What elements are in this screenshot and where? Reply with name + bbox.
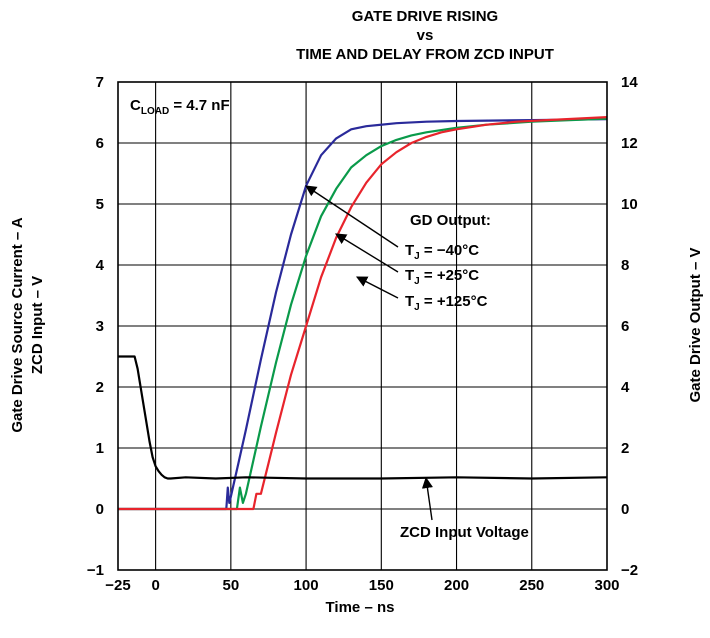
series-layer xyxy=(118,116,608,511)
chart-title-line-3: TIME AND DELAY FROM ZCD INPUT xyxy=(296,46,554,63)
x-tick-label: 0 xyxy=(151,577,159,594)
y-left-tick-label: 2 xyxy=(96,379,104,396)
y-right-tick-label: 10 xyxy=(621,196,638,213)
x-axis-label: Time – ns xyxy=(326,599,395,616)
series-label-minus40-main: T xyxy=(405,242,414,259)
y-left-tick-label: 0 xyxy=(96,501,104,518)
series-label-minus40-rest: = −40°C xyxy=(420,242,480,259)
y-axis-left-label-line-2: ZCD Input – V xyxy=(29,276,46,374)
arrow-plus25 xyxy=(335,233,399,273)
series-line-zcd xyxy=(118,355,608,480)
series-line-plus125 xyxy=(118,116,608,511)
arrow-zcd xyxy=(421,476,433,521)
plot-frame xyxy=(117,81,608,571)
x-tick-label: 50 xyxy=(223,577,240,594)
x-tick-label: 250 xyxy=(519,577,544,594)
y-right-tick-label: 2 xyxy=(621,440,629,457)
series-label-minus40: TJ = −40°C xyxy=(405,242,479,262)
load-annotation-main: C xyxy=(130,97,141,114)
y-right-tick-label: 14 xyxy=(621,74,638,91)
zcd-series-label: ZCD Input Voltage xyxy=(400,524,529,541)
y-right-tick-label: −2 xyxy=(621,562,638,579)
series-label-plus25-sub: J xyxy=(414,276,420,287)
y-right-tick-label: 12 xyxy=(621,135,638,152)
y-left-tick-label: 5 xyxy=(96,196,104,213)
y-left-tick-label: 7 xyxy=(96,74,104,91)
x-tick-label: 200 xyxy=(444,577,469,594)
y-left-tick-label: 6 xyxy=(96,135,104,152)
x-tick-labels: −25 0 50 100 150 200 250 300 xyxy=(105,577,619,594)
series-line-minus40 xyxy=(118,118,608,511)
series-label-plus125-main: T xyxy=(405,293,414,310)
y-axis-left-label-line-1: Gate Drive Source Current – A xyxy=(9,217,26,433)
y-left-tick-label: 1 xyxy=(96,440,104,457)
load-annotation-rest: = 4.7 nF xyxy=(169,97,229,114)
arrow-minus40 xyxy=(305,185,399,248)
arrow-plus125 xyxy=(356,276,399,299)
x-tick-label: 100 xyxy=(294,577,319,594)
y-right-tick-labels: −2 0 2 4 6 8 10 12 14 xyxy=(621,74,638,579)
y-right-tick-label: 6 xyxy=(621,318,629,335)
grid xyxy=(118,82,607,570)
load-annotation: CLOAD = 4.7 nF xyxy=(130,97,230,117)
chart-title-line-2: vs xyxy=(417,27,434,44)
load-annotation-sub: LOAD xyxy=(141,106,169,117)
series-label-plus25: TJ = +25°C xyxy=(405,267,479,287)
series-label-plus25-rest: = +25°C xyxy=(420,267,480,284)
y-right-tick-label: 0 xyxy=(621,501,629,518)
y-axis-right-label: Gate Drive Output – V xyxy=(687,247,704,402)
series-label-plus125-rest: = +125°C xyxy=(420,293,488,310)
series-label-plus125: TJ = +125°C xyxy=(405,293,488,313)
y-right-tick-label: 4 xyxy=(621,379,630,396)
y-left-tick-label: −1 xyxy=(87,562,104,579)
series-label-plus25-main: T xyxy=(405,267,414,284)
y-right-tick-label: 8 xyxy=(621,257,629,274)
series-line-plus25 xyxy=(118,117,608,511)
x-tick-label: −25 xyxy=(105,577,130,594)
chart-title-line-1: GATE DRIVE RISING xyxy=(352,8,498,25)
x-tick-label: 300 xyxy=(594,577,619,594)
y-left-tick-label: 3 xyxy=(96,318,104,335)
series-label-minus40-sub: J xyxy=(414,251,420,262)
x-tick-label: 150 xyxy=(369,577,394,594)
series-label-plus125-sub: J xyxy=(414,302,420,313)
y-left-tick-labels: −1 0 1 2 3 4 5 6 7 xyxy=(87,74,105,579)
gd-output-header: GD Output: xyxy=(410,212,491,229)
y-left-tick-label: 4 xyxy=(96,257,105,274)
